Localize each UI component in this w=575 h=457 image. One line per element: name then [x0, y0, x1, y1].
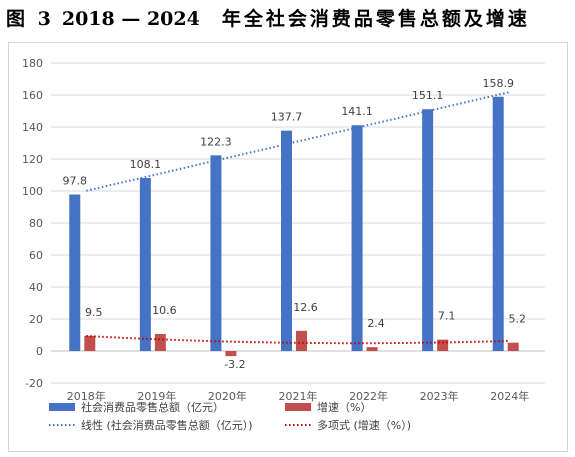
x-tick-label: 2021年: [279, 389, 318, 403]
trendline-polynomial: [86, 335, 510, 345]
x-tick-label: 2020年: [208, 389, 247, 403]
bar-retail-sales: [69, 194, 81, 351]
figure-label: 图 3: [6, 8, 54, 30]
figure-title: 图 3 2018 — 2024 年全社会消费品零售总额及增速: [6, 4, 571, 34]
data-label: 2.4: [367, 317, 385, 330]
data-label: 97.8: [63, 175, 88, 188]
trendline-linear: [86, 91, 510, 192]
x-tick-label: 2024年: [490, 389, 529, 403]
y-tick-label: 60: [29, 249, 43, 262]
y-tick-label: 140: [22, 121, 43, 134]
legend-label: 多项式 (增速（%）): [317, 418, 411, 432]
data-label: 7.1: [438, 310, 456, 323]
y-tick-label: 0: [36, 345, 43, 358]
y-tick-label: 120: [22, 153, 43, 166]
data-label: 151.1: [412, 89, 444, 102]
bar-growth-rate: [154, 334, 166, 351]
data-label: 12.6: [293, 301, 318, 314]
data-label: 108.1: [130, 158, 162, 171]
x-tick-label: 2023年: [420, 389, 459, 403]
bar-retail-sales: [139, 178, 151, 351]
data-label: 137.7: [271, 111, 303, 124]
bars: [69, 96, 519, 357]
bar-growth-rate: [84, 335, 96, 351]
data-label: 10.6: [152, 304, 177, 317]
legend-swatch: [49, 403, 75, 411]
figure-title-text: 年全社会消费品零售总额及增速: [221, 8, 530, 30]
legend-label: 增速（%）: [317, 400, 371, 414]
bar-growth-rate: [296, 330, 307, 351]
bar-growth-rate: [507, 342, 519, 351]
data-label: -3.2: [224, 358, 245, 371]
bar-growth-rate: [437, 339, 449, 351]
legend-swatch: [285, 403, 311, 411]
x-tick-label: 2022年: [349, 389, 388, 403]
figure-year-range: 2018 — 2024: [61, 8, 200, 30]
y-tick-label: 20: [29, 313, 43, 326]
data-label: 9.5: [85, 306, 103, 319]
y-tick-label: -20: [25, 377, 43, 390]
bar-growth-rate: [366, 347, 378, 351]
x-axis-tick-labels: 2018年 2019年 2020年 2021年 2022年 2023年 2024年: [67, 389, 529, 403]
y-axis-tick-labels: 180 160 140 120 100 80 60 40 20 0 -20: [22, 57, 43, 390]
data-label: 158.9: [482, 77, 514, 90]
data-label: 5.2: [508, 313, 526, 326]
legend-label: 社会消费品零售总额（亿元）: [81, 400, 224, 414]
y-tick-label: 80: [29, 217, 43, 230]
y-tick-label: 180: [22, 57, 43, 70]
y-tick-label: 40: [29, 281, 43, 294]
trendlines: [86, 91, 510, 345]
bar-retail-sales: [422, 109, 434, 352]
bar-retail-sales: [210, 155, 222, 351]
bar-growth-rate: [225, 351, 237, 357]
y-tick-label: 160: [22, 89, 43, 102]
chart: 180 160 140 120 100 80 60 40 20 0 -20 97.8 108.1 122…: [22, 57, 545, 432]
gridlines: [51, 62, 545, 384]
chart-frame: 180 160 140 120 100 80 60 40 20 0 -20 97.8 108.1 122…: [8, 42, 568, 452]
data-label: 141.1: [341, 105, 373, 118]
data-label: 122.3: [200, 135, 232, 148]
data-labels: 97.8 108.1 122.3 137.7 141.1 151.1 158.9 9.5 10.…: [63, 77, 526, 371]
y-tick-label: 100: [22, 185, 43, 198]
x-tick-label: 2018年: [67, 389, 106, 403]
x-tick-label: 2019年: [137, 389, 176, 403]
legend-label: 线性 (社会消费品零售总额（亿元）): [81, 418, 253, 432]
bar-retail-sales: [281, 130, 292, 351]
bar-retail-sales: [492, 96, 504, 351]
legend: 社会消费品零售总额（亿元） 增速（%） 线性 (社会消费品零售总额（亿元）) 多项式 …: [49, 400, 411, 432]
bar-retail-sales: [351, 125, 363, 352]
